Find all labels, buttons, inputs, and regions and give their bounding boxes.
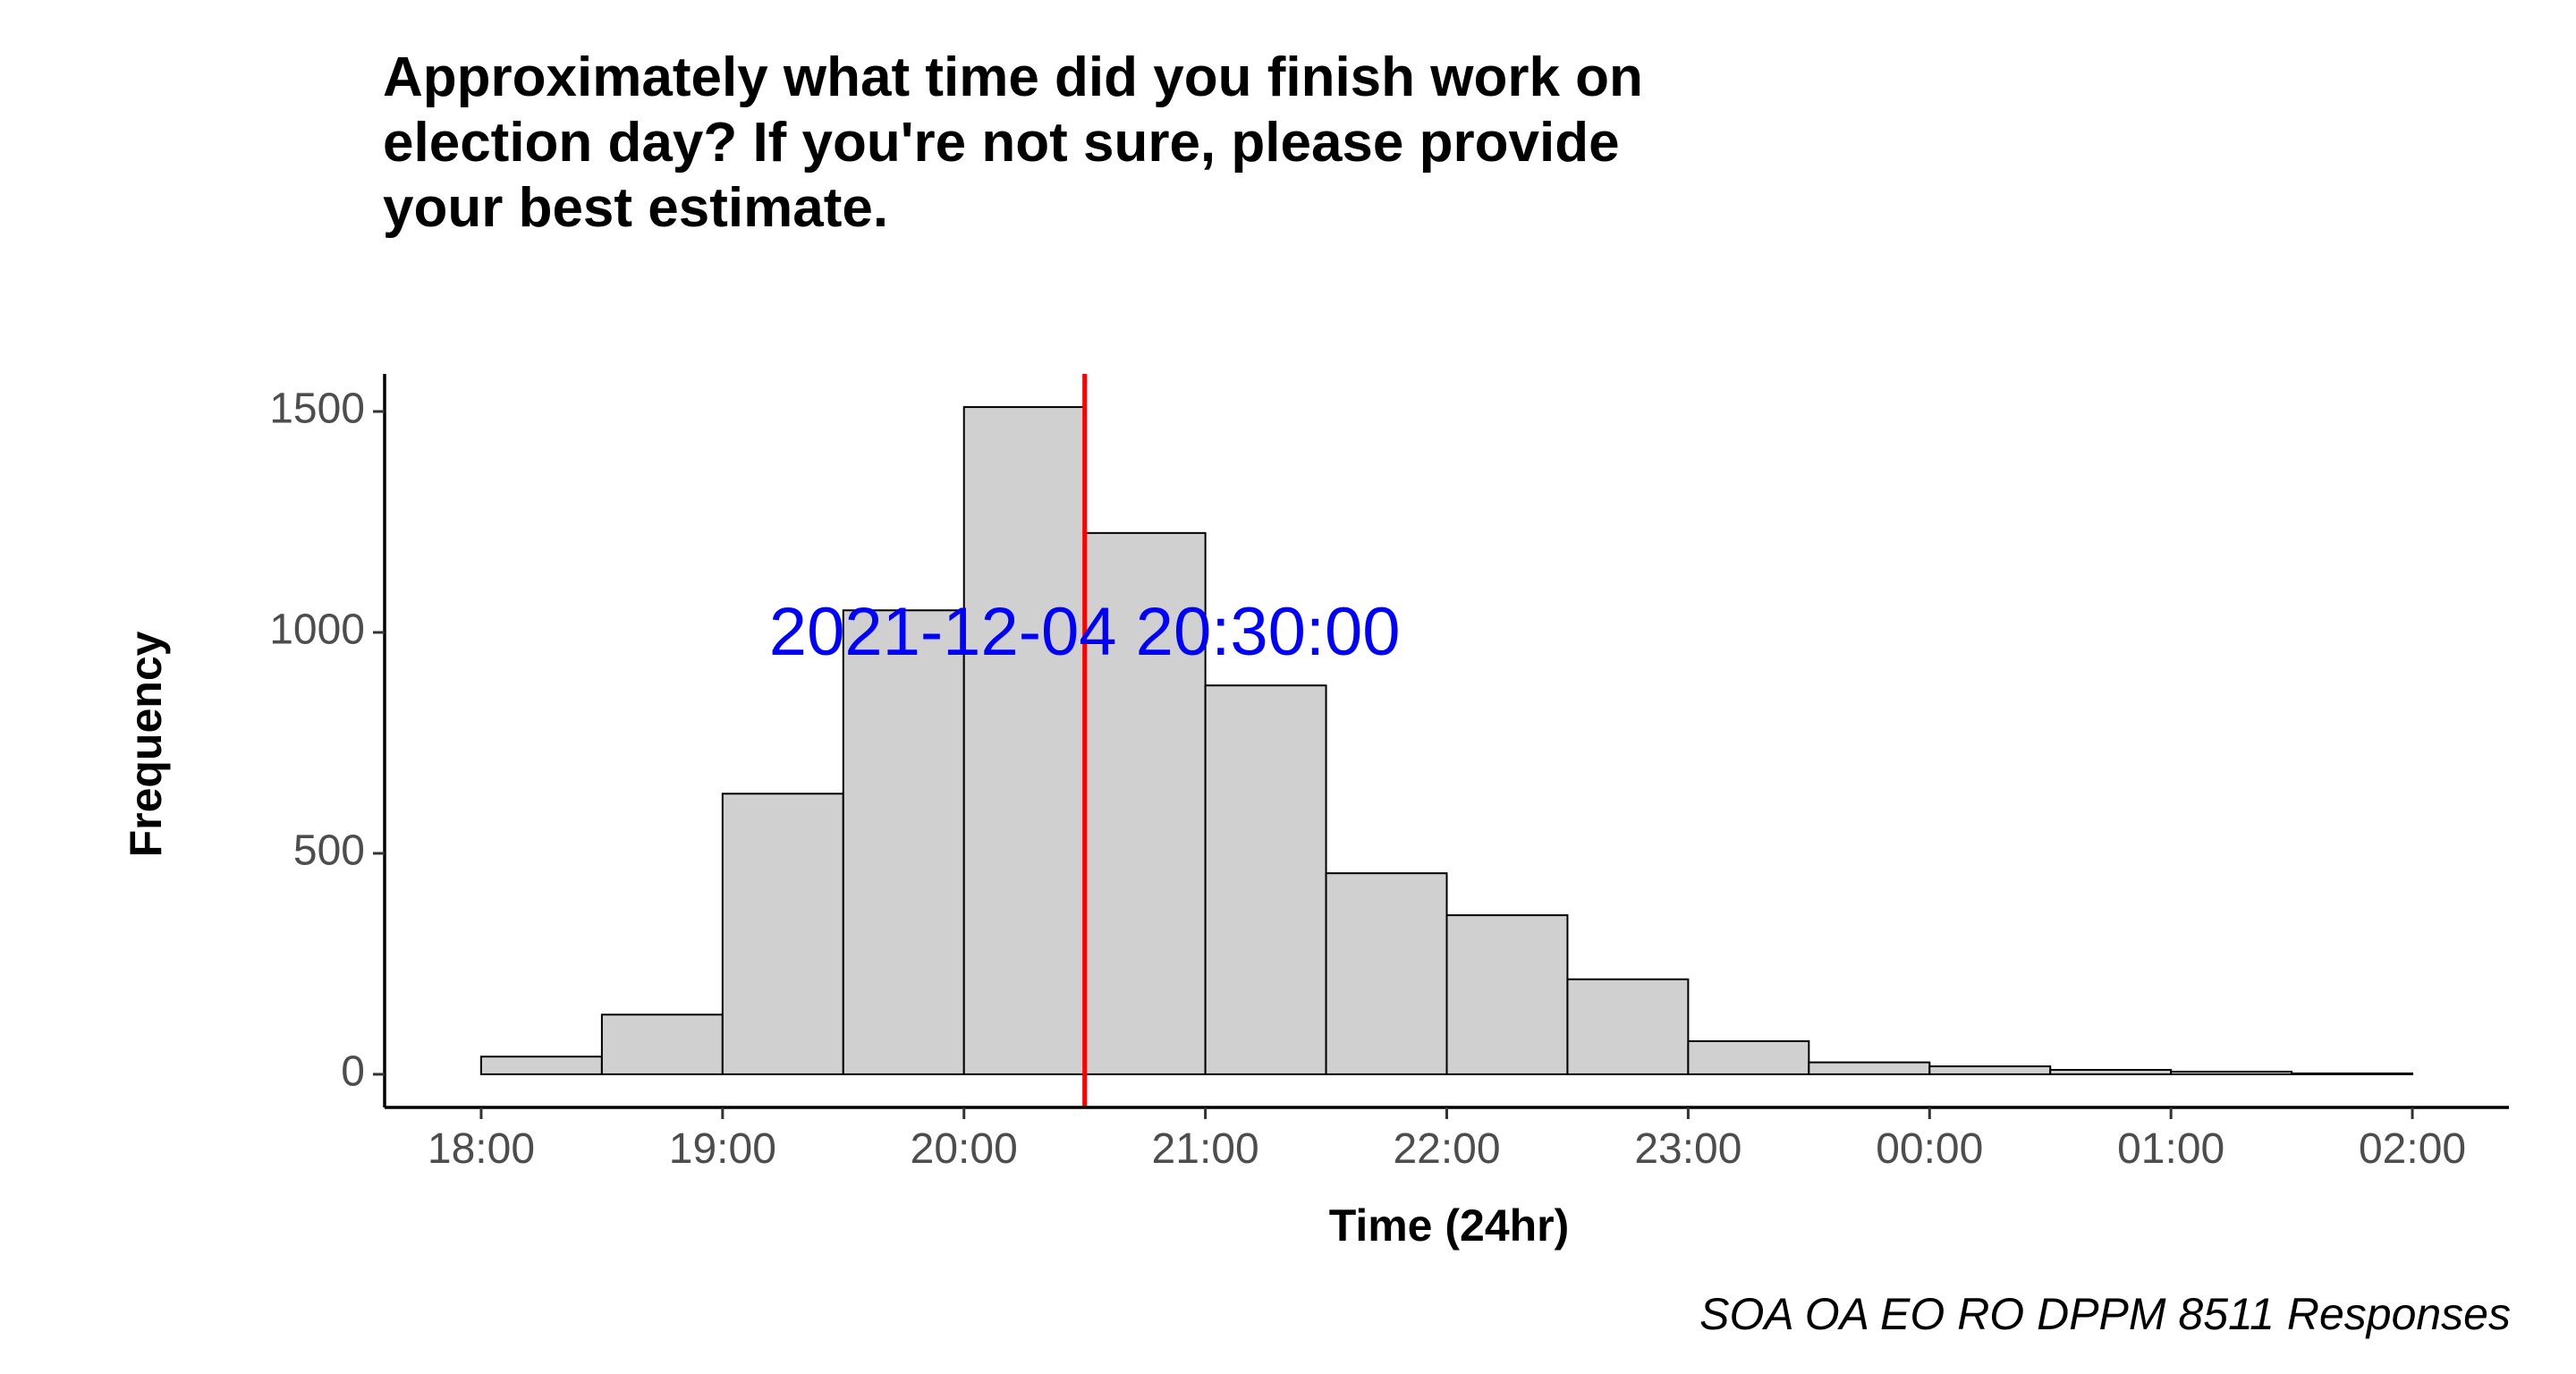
x-tick-label: 18:00 bbox=[428, 1125, 535, 1173]
chart-title: Approximately what time did you finish w… bbox=[383, 47, 1643, 239]
histogram-bar bbox=[842, 609, 965, 1075]
histogram-bar bbox=[600, 1014, 724, 1075]
x-tick-label: 20:00 bbox=[911, 1125, 1018, 1173]
histogram-bar bbox=[1808, 1061, 1931, 1075]
title-line-2: election day? If you're not sure, please… bbox=[383, 112, 1620, 174]
y-tick-label: 1000 bbox=[269, 606, 365, 654]
chart-caption: SOA OA EO RO DPPM 8511 Responses bbox=[1699, 1289, 2511, 1339]
histogram-bar bbox=[2291, 1072, 2414, 1075]
x-tick-label: 19:00 bbox=[669, 1125, 776, 1173]
x-tick-label: 02:00 bbox=[2359, 1125, 2466, 1173]
y-tick-label: 500 bbox=[293, 827, 365, 875]
histogram-bar bbox=[2170, 1070, 2293, 1075]
reference-annotation: 2021-12-04 20:30:00 bbox=[769, 594, 1401, 670]
histogram-bar bbox=[1445, 914, 1569, 1075]
histogram-bar bbox=[962, 406, 1086, 1075]
histogram-bar bbox=[1566, 978, 1690, 1075]
x-tick-label: 00:00 bbox=[1876, 1125, 1983, 1173]
x-tick-label: 22:00 bbox=[1393, 1125, 1500, 1173]
x-tick-label: 01:00 bbox=[2117, 1125, 2224, 1173]
histogram-bar bbox=[1687, 1039, 1810, 1075]
histogram-bars bbox=[479, 406, 2414, 1075]
histogram-bar bbox=[479, 1056, 603, 1075]
title-line-1: Approximately what time did you finish w… bbox=[383, 47, 1643, 108]
histogram-bar bbox=[2049, 1069, 2173, 1075]
x-tick-label: 23:00 bbox=[1634, 1125, 1741, 1173]
y-axis-title: Frequency bbox=[121, 631, 171, 857]
histogram-bar bbox=[1928, 1065, 2052, 1075]
histogram-bar bbox=[721, 793, 844, 1075]
y-tick-label: 0 bbox=[341, 1048, 365, 1096]
reference-layer: 2021-12-04 20:30:00 bbox=[769, 374, 1401, 1107]
x-tick-label: 21:00 bbox=[1152, 1125, 1259, 1173]
title-line-3: your best estimate. bbox=[383, 177, 888, 239]
histogram-bar bbox=[1204, 684, 1327, 1075]
y-tick-label: 1500 bbox=[269, 386, 365, 433]
histogram-bar bbox=[1325, 872, 1448, 1075]
x-axis-title: Time (24hr) bbox=[1329, 1200, 1570, 1251]
axes: 0 500 1000 1500 18:00 19:00 20:00 21:00 22:00 23:… bbox=[269, 374, 2509, 1173]
histogram-bar bbox=[1083, 531, 1207, 1075]
